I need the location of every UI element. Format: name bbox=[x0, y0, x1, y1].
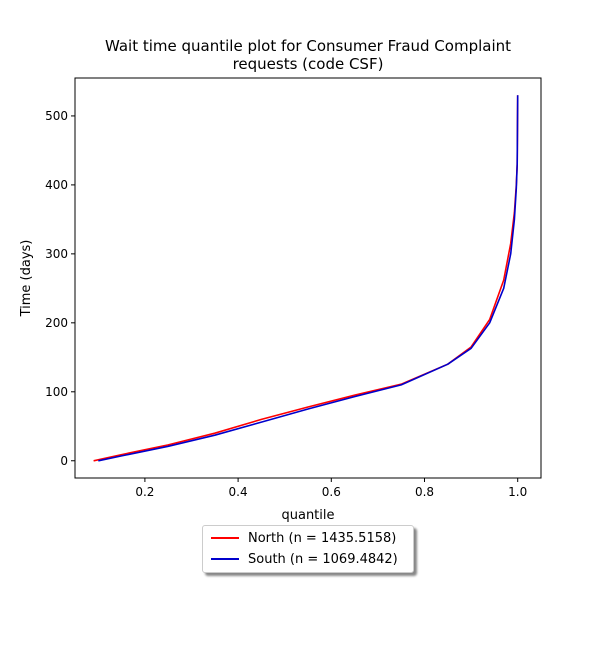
x-tick-label: 1.0 bbox=[508, 485, 527, 499]
legend-item-north: North (n = 1435.5158) bbox=[211, 529, 396, 547]
chart-subtitle: requests (code CSF) bbox=[232, 55, 384, 73]
y-tick-label: 200 bbox=[45, 316, 68, 330]
plot-frame bbox=[74, 77, 542, 479]
x-tick-label: 0.8 bbox=[415, 485, 434, 499]
legend-label-south: South (n = 1069.4842) bbox=[248, 551, 398, 567]
y-tick-label: 400 bbox=[45, 178, 68, 192]
y-tick-label: 300 bbox=[45, 247, 68, 261]
legend: North (n = 1435.5158) South (n = 1069.48… bbox=[202, 525, 414, 573]
legend-swatch-south bbox=[211, 558, 239, 560]
x-tick-label: 0.2 bbox=[135, 485, 154, 499]
y-tick-label: 0 bbox=[60, 454, 68, 468]
chart-title: Wait time quantile plot for Consumer Fra… bbox=[104, 37, 512, 55]
x-tick-label: 0.4 bbox=[229, 485, 248, 499]
y-tick-label: 100 bbox=[45, 385, 68, 399]
series-line-north bbox=[93, 95, 519, 462]
legend-item-south: South (n = 1069.4842) bbox=[211, 550, 398, 568]
series-line-south bbox=[98, 95, 519, 462]
legend-swatch-north bbox=[211, 537, 239, 539]
x-axis-label: quantile bbox=[281, 508, 334, 523]
x-tick-label: 0.6 bbox=[322, 485, 341, 499]
y-tick-label: 500 bbox=[45, 109, 68, 123]
legend-label-north: North (n = 1435.5158) bbox=[248, 530, 397, 546]
y-axis-label: Time (days) bbox=[19, 240, 34, 318]
